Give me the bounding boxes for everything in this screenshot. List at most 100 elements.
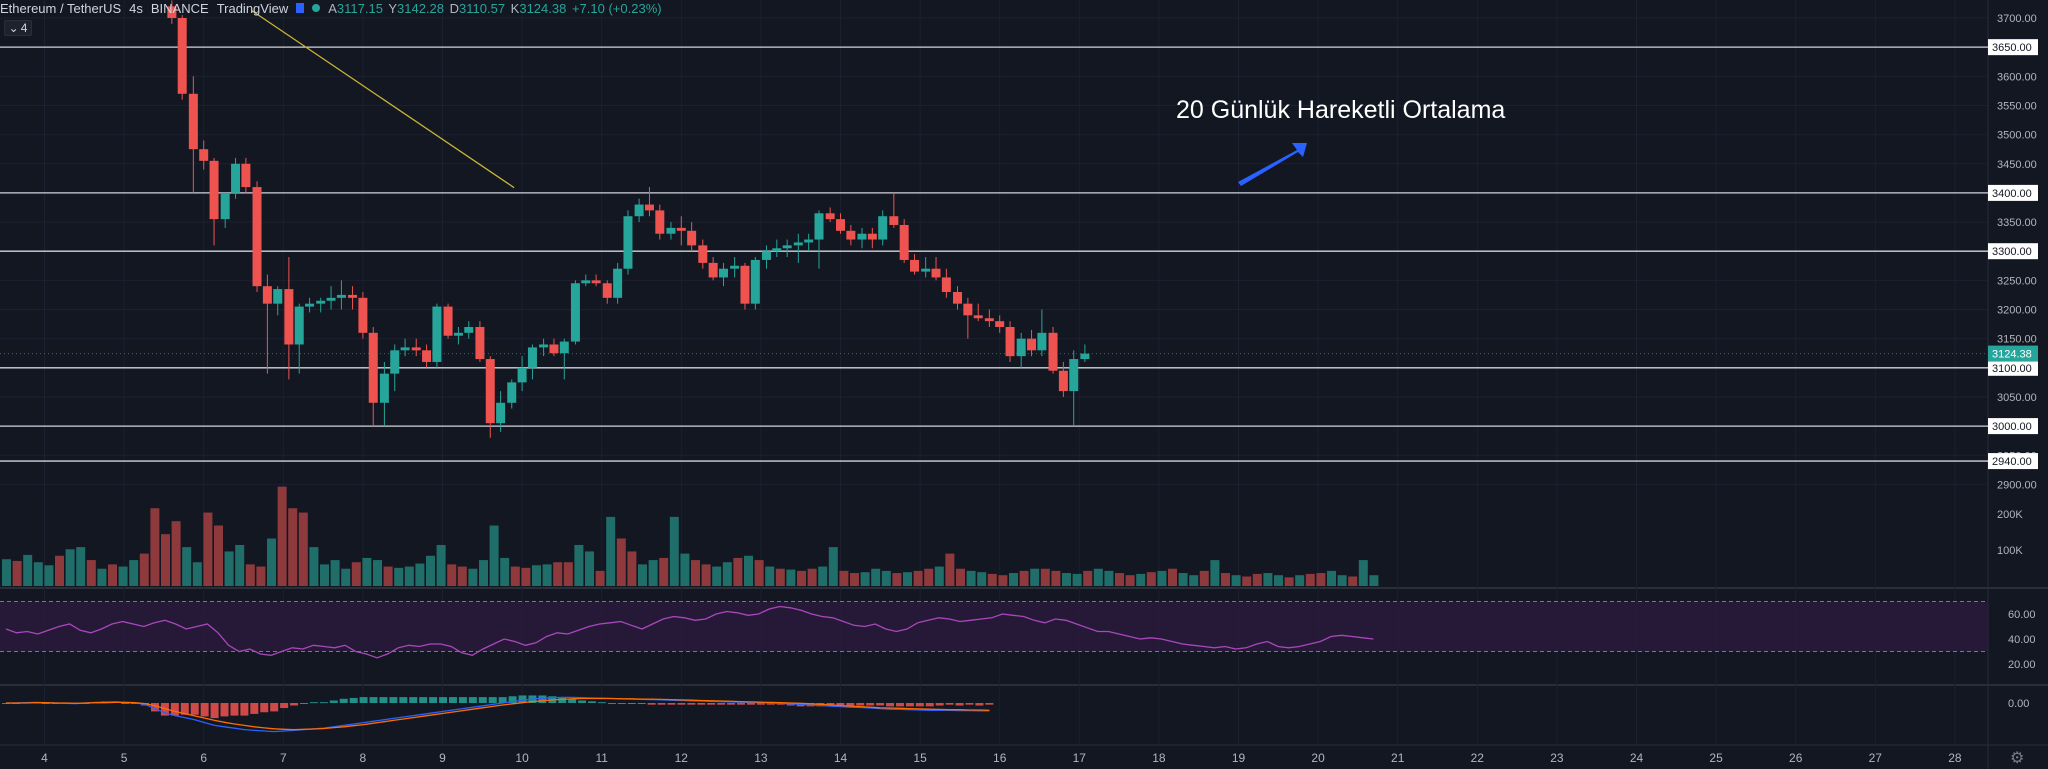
macd-histogram-bar [737, 703, 746, 705]
macd-histogram-bar [627, 703, 636, 704]
candle-down [422, 350, 432, 362]
macd-histogram-bar [746, 703, 755, 705]
candle-up [1069, 359, 1079, 392]
volume-bar-up [23, 554, 33, 586]
candle-up [750, 259, 760, 304]
volume-bar-up [1337, 575, 1347, 586]
macd-histogram-bar [697, 703, 706, 705]
annotation-text[interactable]: 20 Günlük Hareketli Ortalama [1176, 96, 1506, 124]
time-tick-label: 16 [993, 751, 1007, 765]
volume-bar-up [638, 564, 647, 586]
macd-histogram-bar [637, 703, 646, 704]
volume-bar-up [489, 525, 499, 586]
time-tick-label: 5 [121, 751, 128, 765]
macd-tick-label: 0.00 [2008, 698, 2029, 710]
candle-down [973, 315, 983, 319]
volume-bar-down [1115, 573, 1124, 586]
macd-histogram-bar [955, 703, 964, 706]
time-tick-label: 26 [1789, 751, 1803, 765]
level-label-bg [1988, 184, 2038, 201]
macd-histogram-bar [389, 697, 398, 703]
macd-histogram-bar [160, 703, 169, 716]
volume-bar-up [373, 560, 382, 586]
volume-bar-up [76, 547, 86, 586]
volume-bar-up [532, 565, 541, 586]
macd-histogram-bar [210, 703, 219, 719]
volume-bar-down [171, 521, 181, 586]
last-price-label: 3124.38 [1992, 349, 2032, 361]
macd-histogram-bar [458, 697, 467, 703]
macd-histogram-bar [667, 703, 676, 705]
macd-histogram-bar [448, 697, 457, 703]
volume-bar-down [1168, 568, 1177, 586]
volume-bar-down [1221, 573, 1230, 586]
macd-histogram-bar [270, 703, 279, 712]
volume-bar-down [351, 562, 361, 586]
volume-bar-down [1040, 568, 1050, 586]
volume-bar-up [1178, 573, 1188, 586]
exchange-label: BINANCE [150, 0, 209, 16]
volume-bar-up [1369, 575, 1379, 586]
candle-up [623, 216, 633, 269]
volume-bar-up [786, 569, 796, 586]
volume-bar-down [1051, 570, 1061, 586]
volume-bar-up [669, 516, 679, 586]
candle-down [708, 262, 718, 278]
change-value: +7.10 (+0.23%) [571, 0, 662, 16]
volume-bar-up [977, 572, 987, 586]
symbol-label[interactable]: Ethereum / TetherUS [0, 0, 122, 16]
price-tick-label: 3350.00 [1997, 217, 2037, 229]
macd-histogram-bar [280, 703, 289, 709]
candle-up [793, 242, 803, 246]
indicator-toggle-button[interactable]: ⌄ 4 [4, 20, 32, 36]
volume-bar-up [680, 553, 690, 586]
volume-bar-up [712, 566, 722, 586]
volume-bar-down [288, 508, 298, 586]
macd-histogram-bar [945, 703, 954, 705]
candle-up [453, 332, 463, 336]
volume-bar-up [2, 559, 11, 586]
candle-down [368, 332, 378, 403]
candle-up [294, 306, 304, 345]
price-tick-label: 3550.00 [1997, 100, 2037, 112]
last-price-label-bg [1988, 345, 2038, 362]
macd-histogram-bar [468, 697, 477, 703]
close-label: K [510, 0, 520, 16]
rsi-band-background [0, 601, 1988, 652]
time-tick-label: 8 [360, 751, 367, 765]
settings-icon[interactable]: ⚙ [2010, 750, 2025, 767]
volume-bar-up [1062, 573, 1071, 586]
volume-bar-up [966, 570, 976, 586]
flag-icon[interactable] [296, 3, 305, 13]
candle-up [1016, 338, 1026, 357]
chart-header: Ethereum / TetherUS 4s BINANCE TradingVi… [0, 0, 662, 16]
volume-bar-up [828, 547, 838, 586]
volume-bar-down [701, 564, 711, 586]
volume-bar-up [934, 566, 944, 586]
time-tick-label: 9 [439, 751, 446, 765]
macd-histogram-bar [607, 703, 616, 704]
volume-bar-down [1305, 573, 1315, 586]
open-label: A [328, 0, 337, 16]
candle-down [836, 219, 845, 231]
macd-histogram-bar [250, 703, 259, 714]
volume-bar-up [1210, 560, 1220, 586]
volume-bar-up [330, 560, 340, 586]
candle-up [1037, 332, 1047, 351]
candle-down [348, 294, 358, 298]
macd-histogram-bar [409, 697, 418, 703]
price-tick-label: 3050.00 [1997, 392, 2037, 404]
volume-bar-down [1019, 570, 1029, 586]
rsi-tick-label: 60.00 [2008, 609, 2036, 621]
macd-histogram-bar [687, 703, 696, 705]
volume-bar-down [913, 570, 923, 586]
candle-up [305, 303, 315, 307]
chevron-down-icon: ⌄ [8, 21, 19, 35]
macd-histogram-bar [299, 703, 308, 704]
candle-down [1048, 332, 1058, 371]
candle-up [857, 233, 867, 240]
interval-label[interactable]: 4s [129, 0, 143, 16]
price-tick-label: 3500.00 [1997, 130, 2037, 142]
time-tick-label: 19 [1232, 751, 1246, 765]
